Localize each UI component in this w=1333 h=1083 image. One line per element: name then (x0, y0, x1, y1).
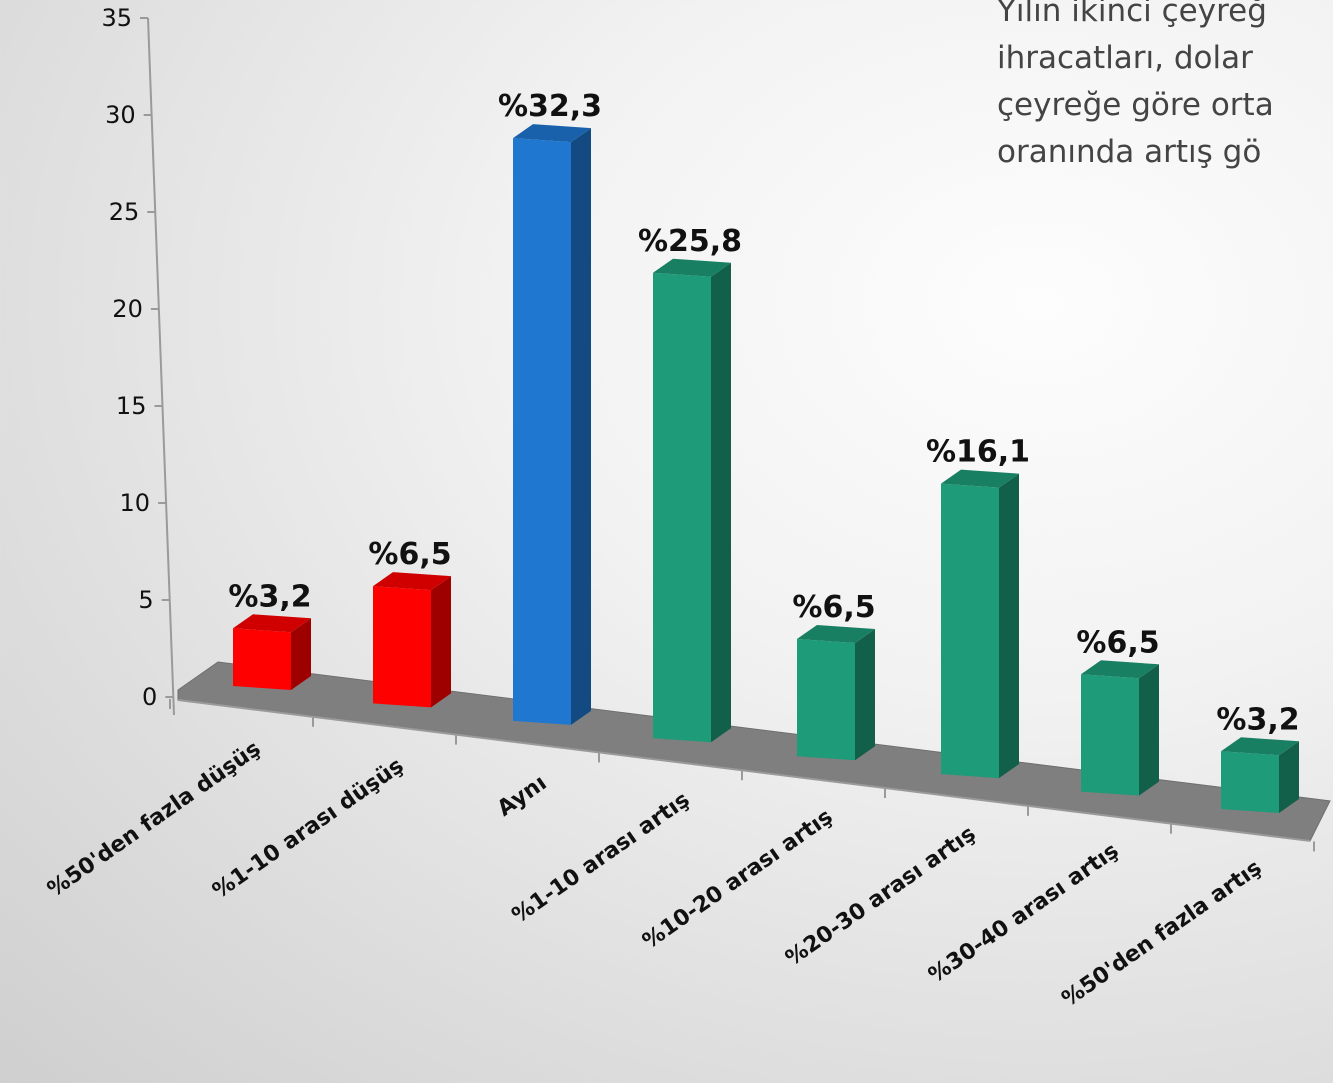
y-tick-label: 15 (116, 392, 147, 420)
bar-side (431, 576, 451, 708)
bar-front (513, 138, 571, 725)
chart-floor (169, 661, 1331, 852)
data-label: %32,3 (498, 89, 602, 124)
category-label: Aynı (493, 770, 551, 821)
bar-top (941, 469, 1019, 488)
bar-side (571, 128, 591, 725)
side-note-line-3: çeyreğe göre orta (997, 87, 1274, 123)
bar-top (233, 614, 311, 633)
bar (513, 124, 591, 725)
bar (941, 469, 1019, 779)
bar (373, 572, 451, 708)
bar (797, 624, 875, 761)
y-tick-label: 25 (109, 198, 140, 226)
bar-side (855, 628, 875, 761)
data-label: %3,2 (228, 579, 311, 614)
bar-side (999, 473, 1019, 779)
bar-top (653, 258, 731, 277)
category-label: %1-10 arası artış (508, 787, 695, 928)
bar-front (941, 483, 999, 779)
bar-front (797, 638, 855, 761)
y-tick-label: 35 (101, 4, 132, 32)
bar-front (233, 628, 291, 690)
bar-top (513, 124, 591, 143)
bar-top (1221, 737, 1299, 756)
x-axis-line (177, 699, 1311, 842)
bar-front (373, 586, 431, 708)
bars-group (233, 124, 1299, 814)
data-label: %25,8 (638, 224, 742, 259)
bar-top (1081, 660, 1159, 679)
y-tick-label: 5 (138, 586, 153, 614)
bar-side (1279, 741, 1299, 814)
data-label: %6,5 (1076, 625, 1159, 660)
y-axis: 0 5 10 15 20 25 30 35 (101, 4, 175, 716)
data-label: %16,1 (926, 435, 1030, 470)
data-label: %6,5 (368, 537, 451, 572)
bar-side (291, 618, 311, 690)
floor-plane (177, 661, 1331, 842)
y-axis-line (147, 17, 175, 716)
bar-front (1081, 674, 1139, 796)
data-label: %6,5 (792, 590, 875, 625)
side-note-line-4: oranında artış gö (997, 134, 1262, 170)
side-note-line-1: Yılın ikinci çeyreğ (997, 0, 1267, 29)
y-tick-label: 0 (142, 683, 157, 711)
bar-top (373, 572, 451, 591)
data-labels-group: %3,2 %6,5 %32,3 %25,8 %6,5 %16,1 %6,5 %3,2 (228, 89, 1299, 737)
y-tick-label: 30 (105, 101, 136, 129)
side-note-line-2: ihracatları, dolar (997, 40, 1253, 76)
data-label: %3,2 (1216, 702, 1299, 737)
y-tick-label: 10 (120, 489, 151, 517)
bar (1081, 660, 1159, 796)
category-label: %1-10 arası düşüş (208, 753, 408, 904)
bar-front (653, 272, 711, 743)
bar-front (1221, 751, 1279, 814)
bar (1221, 737, 1299, 814)
side-note-text: Yılın ikinci çeyreğ ihracatları, dolar ç… (997, 0, 1333, 176)
bar-side (711, 262, 731, 743)
y-tick-label: 20 (112, 295, 143, 323)
bar (233, 614, 311, 690)
bar (653, 258, 731, 743)
bar-side (1139, 664, 1159, 796)
bar-top (797, 624, 875, 643)
